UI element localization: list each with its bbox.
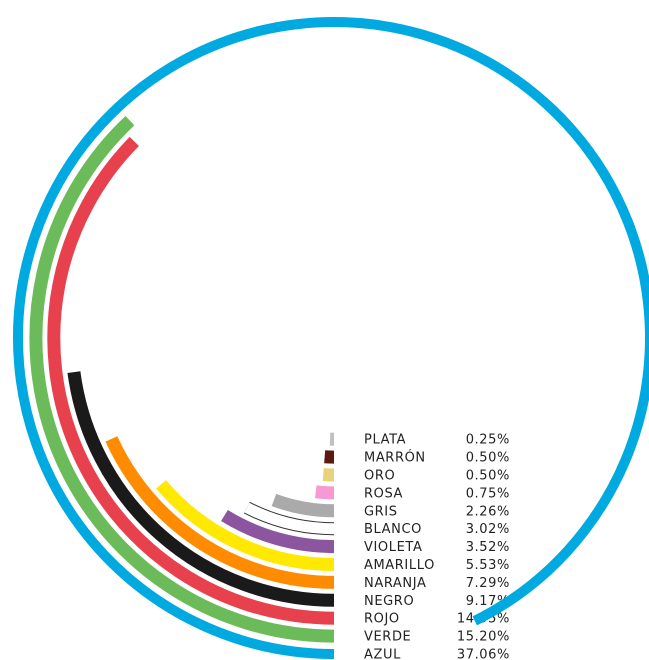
- value-label-verde: 15.20%: [457, 630, 510, 645]
- label-rosa: ROSA: [364, 486, 403, 501]
- value-label-blanco: 3.02%: [466, 522, 510, 537]
- value-label-oro: 0.50%: [466, 469, 510, 484]
- arc-blanco: [244, 502, 335, 535]
- arc-rosa: [315, 485, 335, 500]
- label-blanco: BLANCO: [364, 522, 422, 537]
- value-label-azul: 37.06%: [457, 648, 510, 660]
- label-violeta: VIOLETA: [364, 540, 422, 555]
- value-label-rosa: 0.75%: [466, 486, 510, 501]
- label-verde: VERDE: [364, 630, 411, 645]
- arc-amarillo: [156, 480, 335, 571]
- label-negro: NEGRO: [364, 594, 414, 609]
- label-marron: MARRÓN: [364, 450, 426, 466]
- value-label-gris: 2.26%: [466, 504, 510, 519]
- value-label-plata: 0.25%: [466, 433, 510, 448]
- arc-negro: [67, 371, 335, 607]
- label-amarillo: AMARILLO: [364, 558, 435, 573]
- label-gris: GRIS: [364, 504, 398, 519]
- label-oro: ORO: [364, 469, 395, 484]
- arc-naranja: [105, 436, 335, 589]
- value-label-violeta: 3.52%: [466, 540, 510, 555]
- label-naranja: NARANJA: [364, 576, 426, 591]
- label-plata: PLATA: [364, 433, 406, 448]
- arc-verde: [29, 115, 335, 643]
- label-azul: AZUL: [364, 648, 401, 660]
- value-label-marron: 0.50%: [466, 451, 510, 466]
- label-rojo: ROJO: [364, 612, 400, 627]
- value-label-naranja: 7.29%: [466, 576, 510, 591]
- arc-rojo: [47, 136, 335, 625]
- arc-gris: [271, 493, 335, 518]
- arc-azul: [13, 17, 649, 659]
- value-label-amarillo: 5.53%: [466, 558, 510, 573]
- arc-violeta: [221, 509, 335, 554]
